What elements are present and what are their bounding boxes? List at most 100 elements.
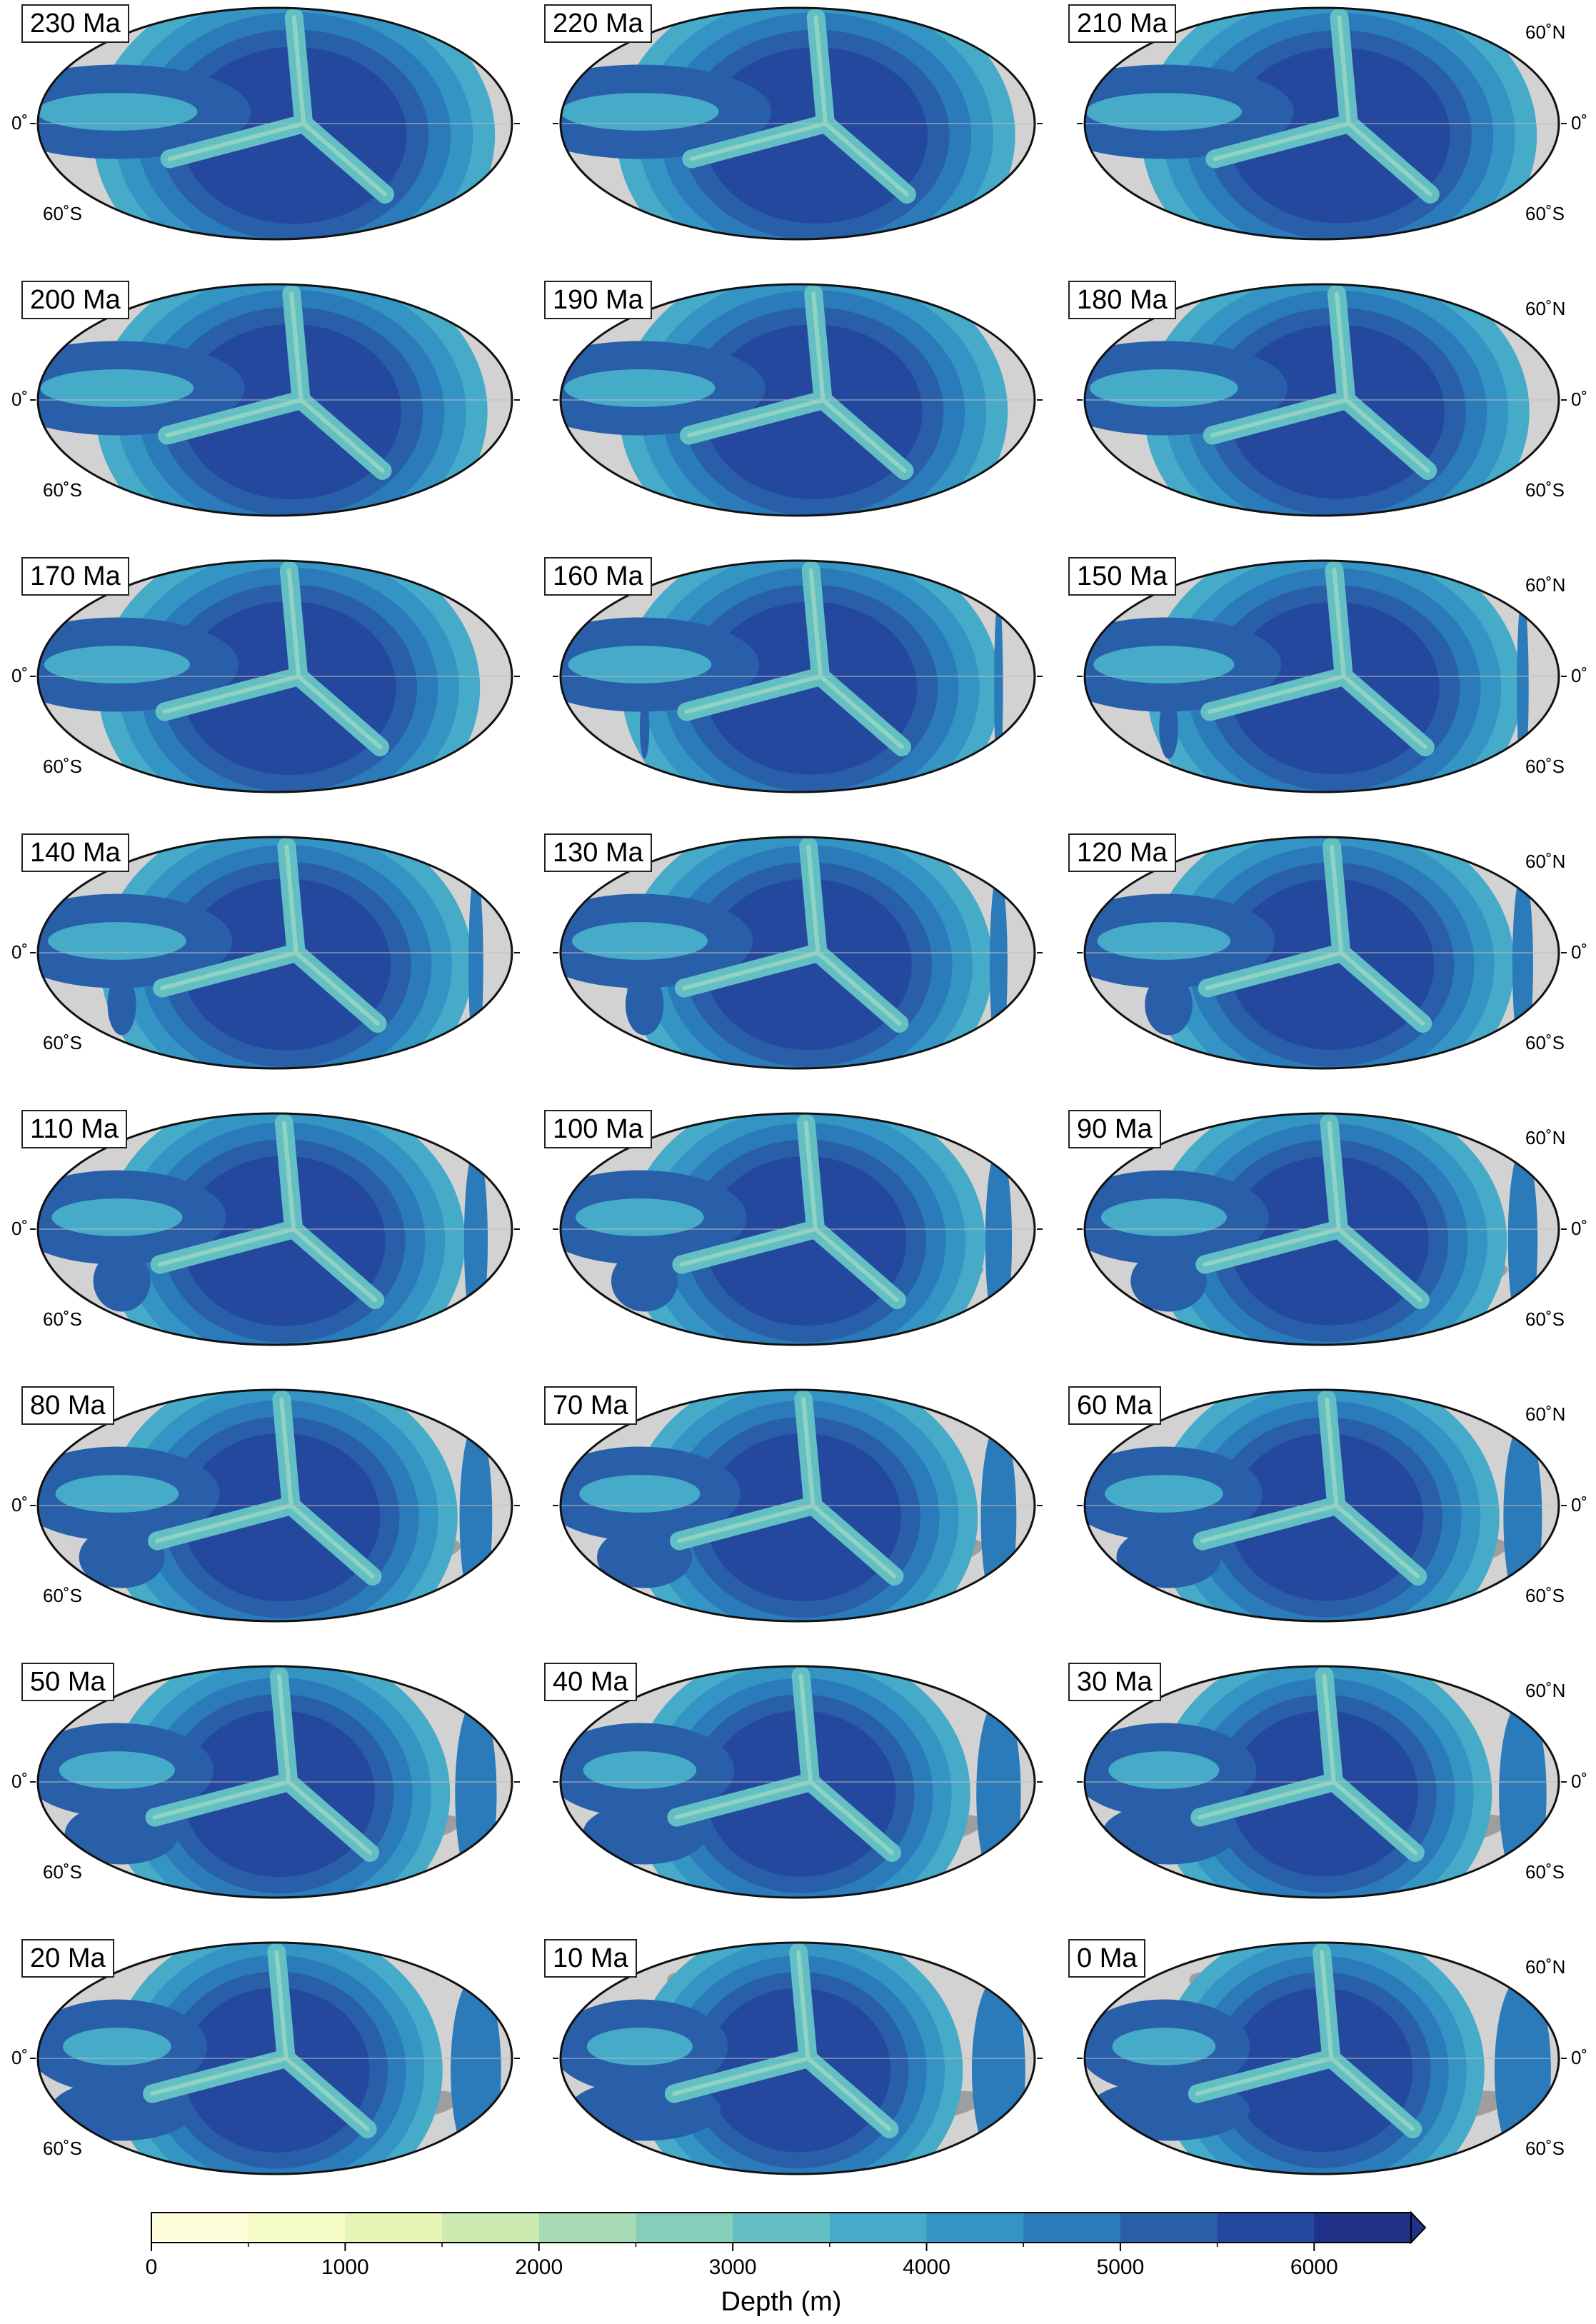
equator-label: 0˚ <box>1571 1770 1588 1792</box>
mid-ocean-ridge <box>686 291 907 473</box>
mollweide-map <box>1077 836 1567 1070</box>
mid-ocean-ridge <box>681 844 902 1026</box>
tethys-ridge-band <box>1093 646 1235 683</box>
south-latitude-label: 60˚S <box>43 1861 82 1883</box>
mid-ocean-ridge <box>1203 1121 1422 1302</box>
south-latitude-label: 60˚S <box>1525 203 1565 224</box>
tethys-ridge-band <box>576 1198 704 1236</box>
indian-ocean <box>625 973 664 1036</box>
equator-label: 0˚ <box>1571 389 1588 410</box>
south-latitude-label: 60˚S <box>43 1585 82 1606</box>
mid-ocean-ridge <box>162 568 383 749</box>
age-label: 190 Ma <box>544 281 652 319</box>
tethys-ridge-band <box>1105 1475 1223 1513</box>
map-panel: 80 Ma 0˚ 60˚S <box>11 1386 520 1623</box>
mollweide-map <box>1077 1665 1567 1899</box>
mollweide-map <box>1077 1388 1567 1623</box>
mid-ocean-ridge <box>1195 1950 1415 2131</box>
indian-ocean <box>611 1250 678 1312</box>
colorbar-segment <box>1217 2213 1315 2243</box>
tethys-ridge-band <box>44 646 190 683</box>
equator-label: 0˚ <box>11 1494 29 1516</box>
mollweide-map <box>553 836 1043 1070</box>
south-latitude-label: 60˚S <box>1525 1032 1565 1053</box>
map-panel: 150 Ma 0˚ 60˚S 60˚N <box>1068 557 1587 794</box>
age-label: 220 Ma <box>544 4 652 43</box>
mid-ocean-ridge <box>157 1121 378 1302</box>
south-latitude-label: 60˚S <box>1525 479 1565 501</box>
colorbar-segment <box>345 2213 443 2243</box>
colorbar-title: Depth (m) <box>721 2287 842 2317</box>
colorbar-segment <box>733 2213 830 2243</box>
mollweide-map <box>553 6 1043 241</box>
colorbar-tick-label: 3000 <box>708 2255 757 2279</box>
mid-ocean-ridge <box>1210 291 1430 473</box>
colorbar-segment <box>538 2213 636 2243</box>
mid-ocean-ridge <box>1205 844 1425 1026</box>
south-latitude-label: 60˚S <box>43 1032 82 1053</box>
mid-ocean-ridge <box>160 844 380 1026</box>
map-frame <box>559 1112 1036 1346</box>
map-panel: 110 Ma 0˚ 60˚S <box>11 1110 520 1347</box>
indian-ocean <box>1130 1250 1207 1312</box>
map-panel: 20 Ma 0˚ 60˚S <box>11 1939 520 2176</box>
map-frame <box>1083 1388 1560 1623</box>
indian-ocean <box>597 1526 693 1588</box>
age-label: 40 Ma <box>544 1663 637 1701</box>
tethys-ridge-band <box>40 369 194 407</box>
tethys-ridge-band <box>579 1475 701 1513</box>
mollweide-map <box>1077 6 1567 241</box>
mollweide-map <box>1077 283 1567 517</box>
colorbar-tick-label: 0 <box>145 2255 158 2279</box>
mollweide-map <box>30 559 520 793</box>
colorbar-tick-label: 2000 <box>515 2255 563 2279</box>
mid-ocean-ridge <box>165 291 385 473</box>
tethys-ridge-band <box>1108 1751 1220 1789</box>
age-label: 100 Ma <box>544 1110 652 1148</box>
age-label: 110 Ma <box>21 1110 127 1148</box>
mid-ocean-ridge <box>684 568 904 749</box>
mid-ocean-ridge <box>152 1673 373 1855</box>
colorbar-segment <box>926 2213 1024 2243</box>
equator-label: 0˚ <box>1571 112 1588 134</box>
map-frame <box>36 559 513 793</box>
tethys-ridge-band <box>51 1198 183 1236</box>
age-label: 90 Ma <box>1068 1110 1161 1148</box>
tethys-ridge-band <box>583 1751 697 1789</box>
equator-label: 0˚ <box>11 1770 29 1792</box>
equator-label: 0˚ <box>1571 1218 1588 1239</box>
equator-label: 0˚ <box>11 112 29 134</box>
north-latitude-label: 60˚N <box>1525 851 1566 872</box>
mollweide-map <box>30 1665 520 1899</box>
colorbar-tick-label: 5000 <box>1096 2255 1145 2279</box>
mid-ocean-ridge <box>167 15 388 196</box>
colorbar-segment <box>636 2213 733 2243</box>
age-label: 20 Ma <box>21 1939 114 1978</box>
south-latitude-label: 60˚S <box>1525 2138 1565 2159</box>
mid-ocean-ridge <box>1198 1673 1417 1855</box>
tethys-ridge-band <box>586 2028 693 2065</box>
south-latitude-label: 60˚S <box>1525 756 1565 777</box>
age-label: 170 Ma <box>21 557 129 596</box>
map-panel: 40 Ma <box>544 1663 1043 1900</box>
mollweide-map <box>30 1112 520 1346</box>
colorbar-segment <box>442 2213 540 2243</box>
mid-ocean-ridge <box>150 1950 370 2131</box>
map-frame <box>1083 6 1560 241</box>
map-frame <box>1083 559 1560 793</box>
colorbar-tick-label: 4000 <box>903 2255 950 2279</box>
map-frame <box>559 836 1036 1070</box>
mollweide-map <box>553 1665 1043 1899</box>
tethys-ridge-band <box>568 646 712 683</box>
age-label: 60 Ma <box>1068 1386 1161 1425</box>
map-panel: 60 Ma 0˚ 60˚S 60˚N <box>1068 1386 1587 1623</box>
mollweide-map <box>1077 1941 1567 2175</box>
map-panel: 120 Ma 0˚ 60˚S 60˚N <box>1068 833 1587 1071</box>
indian-ocean <box>1145 973 1193 1036</box>
tethys-ridge-band <box>1090 369 1238 407</box>
map-panel: 140 Ma 0˚ 60˚S <box>11 833 520 1071</box>
map-frame <box>1083 283 1560 517</box>
colorbar-segment <box>1023 2213 1121 2243</box>
mid-ocean-ridge <box>1200 1397 1420 1578</box>
